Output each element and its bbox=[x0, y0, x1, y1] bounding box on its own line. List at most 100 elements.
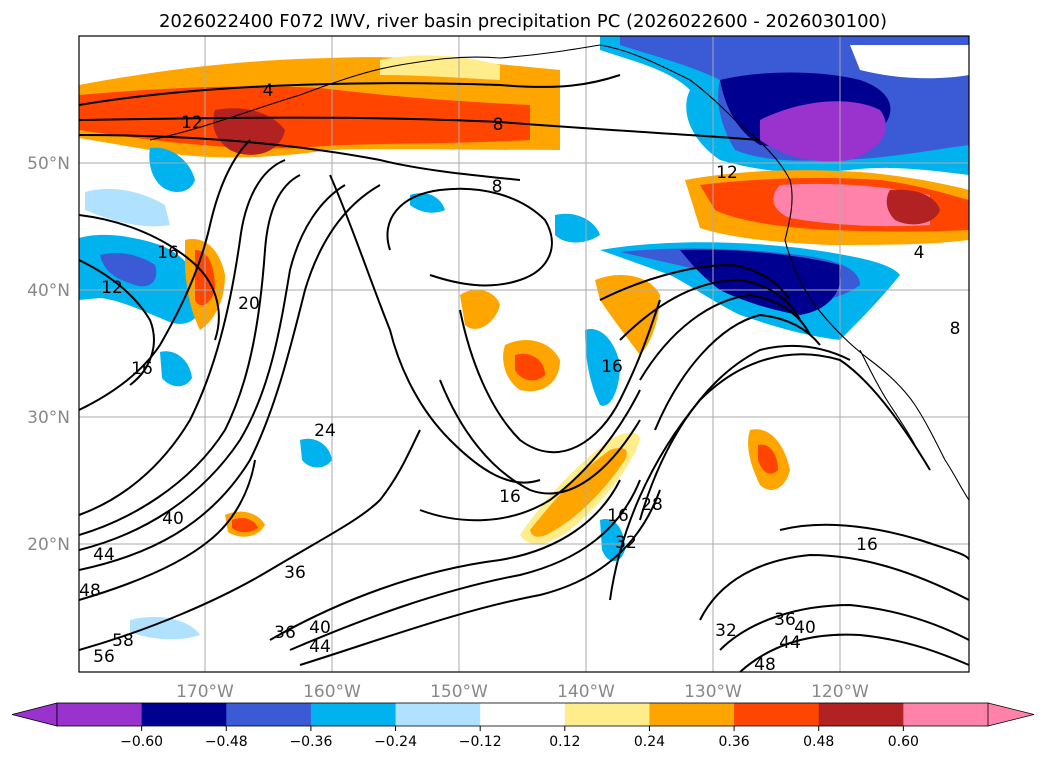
contour-label: 8 bbox=[950, 319, 961, 339]
colorbar: −0.60 −0.48 −0.36 −0.24 −0.12 0.12 0.24 0.36 0.4… bbox=[11, 702, 1035, 750]
contour-label: 40 bbox=[309, 618, 331, 638]
contour-label: 40 bbox=[162, 509, 184, 529]
neg-anomaly-sw-1 bbox=[300, 438, 332, 468]
iwv-contour bbox=[79, 184, 381, 571]
iwv-contour bbox=[609, 353, 931, 601]
colorbar-bin bbox=[734, 703, 820, 726]
contour-label: 44 bbox=[779, 633, 801, 653]
contour-label: 32 bbox=[615, 533, 637, 553]
contour-label: 20 bbox=[238, 294, 260, 314]
contour-label: 12 bbox=[101, 278, 123, 298]
contour-label: 36 bbox=[284, 563, 306, 583]
longitude-labels: 170°W 160°W 150°W 140°W 130°W 120°W bbox=[176, 682, 869, 702]
colorbar-bin bbox=[57, 703, 143, 726]
iwv-contour bbox=[289, 479, 641, 651]
lat-label-30n: 30°N bbox=[27, 408, 70, 428]
neg-anomaly-sw-2 bbox=[160, 351, 192, 387]
pos-anomaly-pnw-darkred bbox=[886, 189, 940, 225]
iwv-contour bbox=[79, 214, 220, 341]
iwv-contour bbox=[79, 459, 256, 601]
colorbar-extend-max bbox=[987, 702, 1035, 727]
contour-label: 4 bbox=[914, 243, 925, 263]
coastlines bbox=[149, 44, 969, 501]
pos-anomaly-central-1 bbox=[460, 289, 500, 329]
iwv-contour bbox=[459, 299, 661, 454]
contour-label: 36 bbox=[274, 623, 296, 643]
iwv-contour bbox=[639, 293, 811, 381]
contour-label: 16 bbox=[499, 487, 521, 507]
colorbar-tick-label: 0.48 bbox=[803, 734, 834, 750]
contour-label: 28 bbox=[641, 495, 663, 515]
iwv-contour bbox=[79, 159, 286, 516]
colorbar-bin bbox=[564, 703, 650, 726]
colorbar-bin bbox=[818, 703, 904, 726]
colorbar-bin bbox=[903, 703, 989, 726]
contour-label: 4 bbox=[263, 81, 274, 101]
contour-label: 12 bbox=[181, 113, 203, 133]
colorbar-tick-label: −0.60 bbox=[120, 734, 163, 750]
map-frame bbox=[78, 35, 970, 673]
contour-label: 12 bbox=[716, 163, 738, 183]
iwv-contour bbox=[79, 134, 521, 181]
colorbar-tick-label: −0.36 bbox=[289, 734, 332, 750]
colorbar-bin bbox=[395, 703, 481, 726]
contour-label: 40 bbox=[794, 618, 816, 638]
lon-label-130w: 130°W bbox=[684, 682, 742, 702]
contour-label: 16 bbox=[131, 359, 153, 379]
colorbar-tick-label: 0.60 bbox=[888, 734, 919, 750]
iwv-contour bbox=[386, 187, 553, 287]
iwv-contour bbox=[79, 259, 155, 386]
iwv-contour bbox=[619, 278, 801, 341]
neg-anomaly-central-2 bbox=[555, 213, 600, 243]
contour-label: 16 bbox=[607, 506, 629, 526]
neg-anomaly-central-1 bbox=[585, 329, 620, 406]
iwv-contour bbox=[269, 479, 621, 641]
neg-anomaly-sw-3 bbox=[130, 616, 200, 640]
lon-label-150w: 150°W bbox=[430, 682, 488, 702]
colorbar-extend-min bbox=[11, 702, 58, 727]
iwv-contour bbox=[719, 603, 969, 651]
iwv-contour bbox=[419, 389, 641, 522]
colorbar-bin bbox=[141, 703, 227, 726]
lat-label-20n: 20°N bbox=[27, 535, 70, 555]
lon-label-170w: 170°W bbox=[176, 682, 234, 702]
colorbar-bin bbox=[480, 703, 566, 726]
pos-anomaly-diagonal-mid bbox=[530, 448, 627, 537]
contour-label: 48 bbox=[754, 655, 776, 675]
contour-label: 8 bbox=[493, 115, 504, 135]
contour-label: 32 bbox=[715, 621, 737, 641]
iwv-contour bbox=[699, 553, 969, 621]
graticule bbox=[79, 36, 969, 672]
contour-label: 44 bbox=[309, 637, 331, 657]
neg-anomaly-west-4 bbox=[149, 147, 195, 192]
contour-label: 56 bbox=[93, 647, 115, 667]
iwv-contour bbox=[439, 379, 641, 495]
iwv-contour bbox=[329, 174, 541, 484]
iwv-contours bbox=[79, 74, 969, 672]
contour-label: 24 bbox=[314, 421, 336, 441]
contour-label: 16 bbox=[601, 357, 623, 377]
colorbar-tick-label: 0.36 bbox=[719, 734, 750, 750]
coastline-alaska bbox=[149, 44, 741, 141]
iwv-contour bbox=[79, 184, 346, 551]
colorbar-bin bbox=[226, 703, 312, 726]
lon-label-120w: 120°W bbox=[811, 682, 869, 702]
iwv-contour bbox=[599, 263, 791, 301]
neg-anomaly-ne-white bbox=[850, 45, 969, 79]
contour-label: 44 bbox=[93, 545, 115, 565]
coastline-baja bbox=[859, 349, 916, 446]
colorbar-tick-label: −0.12 bbox=[459, 734, 502, 750]
contour-label: 8 bbox=[492, 177, 503, 197]
lat-label-50n: 50°N bbox=[27, 154, 70, 174]
iwv-contour bbox=[654, 313, 821, 431]
colorbar-tick-label: −0.24 bbox=[374, 734, 417, 750]
neg-anomaly-ne-core bbox=[760, 101, 886, 162]
pos-anomaly-sw-2 bbox=[232, 517, 258, 533]
iwv-contour bbox=[639, 344, 851, 521]
contour-label: 48 bbox=[79, 581, 101, 601]
colorbar-bin bbox=[310, 703, 397, 726]
iwv-contour bbox=[79, 174, 301, 536]
colorbar-bin bbox=[649, 703, 735, 726]
pos-anomaly-aleutian-edge bbox=[380, 55, 500, 80]
